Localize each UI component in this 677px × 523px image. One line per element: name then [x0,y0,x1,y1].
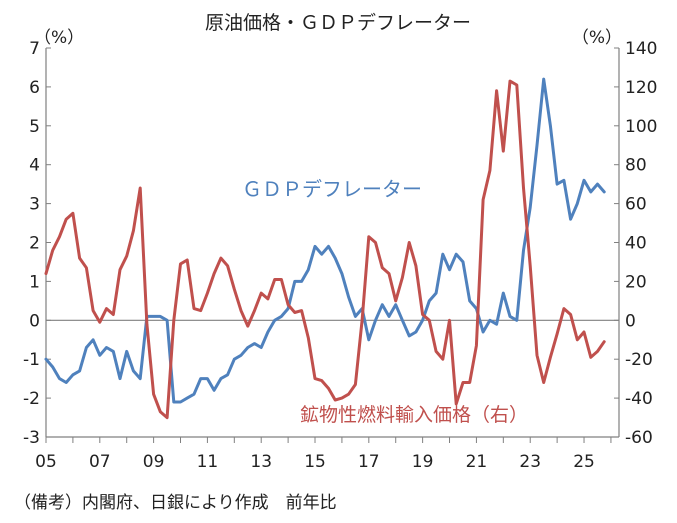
left-tick-label: -2 [23,389,40,409]
series-layer [44,77,606,420]
left-y-axis: -3 -2 -1 0 1 2 3 4 5 6 7 [23,39,51,448]
left-tick-label: 1 [29,272,40,292]
series-line-fuel-import-price [44,79,606,420]
x-tick-label: 13 [250,452,272,472]
x-tick-label: 15 [304,452,326,472]
right-tick-label: -20 [625,350,653,370]
left-tick-label: 5 [29,117,40,137]
right-tick-label: -60 [625,428,653,448]
x-tick-label: 11 [197,452,219,472]
x-tick-label: 09 [143,452,165,472]
x-tick-label: 21 [466,452,488,472]
left-tick-label: 2 [29,234,40,254]
right-tick-label: 140 [625,39,657,59]
left-tick-label: 7 [29,39,40,59]
series-label-fuel-import-price: 鉱物性燃料輸入価格（右） [300,404,528,426]
right-tick-label: 60 [625,195,647,215]
left-axis-unit: （%） [34,28,84,48]
right-tick-label: 80 [625,156,647,176]
x-tick-label: 05 [35,452,57,472]
x-tick-label: 07 [89,452,111,472]
x-tick-label: 25 [573,452,595,472]
right-tick-label: -40 [625,389,653,409]
left-tick-label: 6 [29,78,40,98]
series-line-gdp-deflator [44,77,606,404]
left-tick-label: -1 [23,350,40,370]
plot-area [45,48,620,438]
right-y-axis: -60 -40 -20 0 20 40 60 80 100 120 140 [614,39,657,448]
left-tick-label: 3 [29,195,40,215]
x-tick-label: 23 [519,452,541,472]
right-tick-label: 120 [625,78,657,98]
left-tick-label: 4 [29,156,40,176]
source-note: （備考）内閣府、日銀により作成 前年比 [14,493,337,513]
right-tick-label: 0 [625,311,636,331]
left-tick-label: 0 [29,311,40,331]
x-tick-label: 17 [358,452,380,472]
series-label-gdp-deflator: ＧＤＰデフレーター [242,177,422,201]
chart-title: 原油価格・ＧＤＰデフレーター [205,12,471,34]
right-tick-label: 20 [625,272,647,292]
right-tick-label: 40 [625,234,647,254]
x-axis: 05 07 09 11 13 15 17 19 21 23 25 [35,437,612,472]
right-axis-unit: （%） [572,28,622,48]
left-tick-label: -3 [23,428,40,448]
x-tick-label: 19 [412,452,434,472]
right-tick-label: 100 [625,117,657,137]
